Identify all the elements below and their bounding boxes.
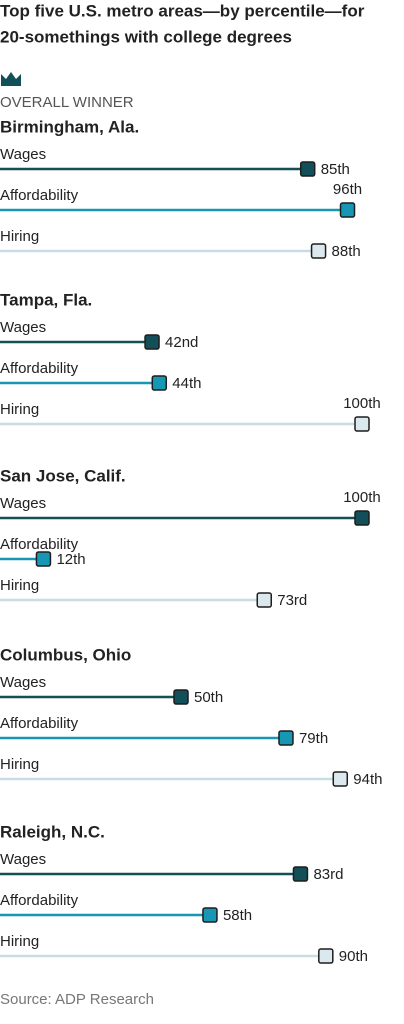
marker <box>202 907 218 923</box>
marker <box>354 416 370 432</box>
metric-label: Wages <box>0 319 46 336</box>
value-label: 50th <box>194 689 223 706</box>
marker <box>318 948 334 964</box>
marker <box>35 551 52 567</box>
value-label: 79th <box>299 730 328 747</box>
marker <box>310 243 327 259</box>
metric-label: Hiring <box>0 228 39 245</box>
metric-label: Hiring <box>0 401 39 418</box>
marker <box>256 592 273 608</box>
marker <box>144 334 160 350</box>
metric-label: Hiring <box>0 756 39 773</box>
metric-label: Wages <box>0 674 46 691</box>
value-label: 44th <box>172 375 201 392</box>
metric-label: Affordability <box>0 892 79 909</box>
value-label: 12th <box>56 551 85 568</box>
metric-label: Hiring <box>0 577 39 594</box>
value-label: 100th <box>343 489 381 506</box>
marker <box>339 202 356 218</box>
chart-title: Top five U.S. metro areas—by percentile—… <box>0 1 365 20</box>
crown-icon <box>1 72 21 86</box>
annotation: OVERALL WINNER <box>0 94 134 111</box>
value-label: 42nd <box>165 334 198 351</box>
source: Source: ADP Research <box>0 991 154 1008</box>
metric-label: Affordability <box>0 360 79 377</box>
chart-title: 20-somethings with college degrees <box>0 27 292 46</box>
marker <box>151 375 168 391</box>
metric-label: Hiring <box>0 933 39 950</box>
value-label: 100th <box>343 395 381 412</box>
value-label: 90th <box>339 948 368 965</box>
value-label: 83rd <box>313 866 343 883</box>
metric-label: Wages <box>0 146 46 163</box>
city-name: Tampa, Fla. <box>0 290 92 309</box>
marker <box>354 510 370 526</box>
metric-label: Affordability <box>0 536 79 553</box>
metric-label: Wages <box>0 495 46 512</box>
value-label: 85th <box>321 161 350 178</box>
metric-label: Affordability <box>0 187 79 204</box>
marker <box>173 689 189 705</box>
city-name: Raleigh, N.C. <box>0 822 105 841</box>
marker <box>278 730 294 746</box>
value-label: 94th <box>353 771 382 788</box>
value-label: 96th <box>333 181 362 198</box>
city-name: San Jose, Calif. <box>0 466 126 485</box>
value-label: 58th <box>223 907 252 924</box>
city-name: Birmingham, Ala. <box>0 117 139 136</box>
metric-label: Wages <box>0 851 46 868</box>
city-name: Columbus, Ohio <box>0 645 131 664</box>
value-label: 88th <box>332 243 361 260</box>
marker <box>332 771 349 787</box>
marker <box>299 161 316 177</box>
marker <box>292 866 309 882</box>
value-label: 73rd <box>277 592 307 609</box>
metric-label: Affordability <box>0 715 79 732</box>
